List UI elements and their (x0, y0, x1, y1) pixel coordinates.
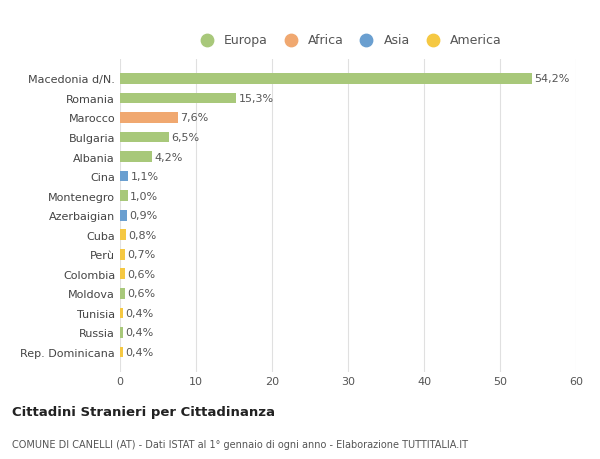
Text: 1,1%: 1,1% (131, 172, 159, 182)
Bar (120, 308, 123, 319)
Text: 4,2%: 4,2% (154, 152, 182, 162)
Text: Cittadini Stranieri per Cittadinanza: Cittadini Stranieri per Cittadinanza (12, 405, 275, 419)
Bar (120, 93, 236, 104)
Bar (120, 327, 123, 338)
Text: 0,4%: 0,4% (125, 347, 154, 357)
Bar (120, 288, 125, 299)
Text: 6,5%: 6,5% (172, 133, 200, 143)
Legend: Europa, Africa, Asia, America: Europa, Africa, Asia, America (191, 32, 505, 50)
Bar (120, 269, 125, 280)
Bar (120, 152, 152, 162)
Bar (120, 113, 178, 123)
Text: 0,4%: 0,4% (125, 328, 154, 338)
Text: 0,6%: 0,6% (127, 269, 155, 279)
Text: 0,6%: 0,6% (127, 289, 155, 299)
Bar (120, 210, 127, 221)
Text: 7,6%: 7,6% (180, 113, 208, 123)
Text: 54,2%: 54,2% (534, 74, 569, 84)
Bar (120, 347, 123, 358)
Text: 1,0%: 1,0% (130, 191, 158, 201)
Text: 0,8%: 0,8% (128, 230, 157, 240)
Text: 0,9%: 0,9% (129, 211, 157, 221)
Bar (120, 171, 128, 182)
Bar (120, 230, 126, 241)
Text: 0,7%: 0,7% (128, 250, 156, 260)
Bar (120, 191, 128, 202)
Text: COMUNE DI CANELLI (AT) - Dati ISTAT al 1° gennaio di ogni anno - Elaborazione TU: COMUNE DI CANELLI (AT) - Dati ISTAT al 1… (12, 440, 468, 449)
Bar (120, 74, 532, 84)
Text: 0,4%: 0,4% (125, 308, 154, 318)
Bar (120, 132, 169, 143)
Bar (120, 249, 125, 260)
Text: 15,3%: 15,3% (239, 94, 274, 104)
